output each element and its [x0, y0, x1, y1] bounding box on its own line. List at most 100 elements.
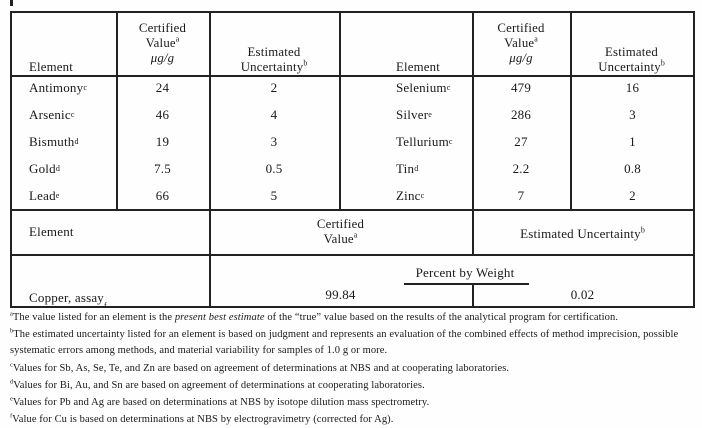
certified-value: 479	[510, 80, 532, 96]
certified-value: 2.2	[512, 160, 530, 176]
table-row: Gold d 7.5 0.5	[12, 155, 339, 182]
table-row: Bismuth d 19 3	[12, 129, 339, 156]
element-name: Bismuth d	[29, 133, 79, 149]
table-row: Tellurium c 27 1	[339, 129, 695, 156]
footnote-b: bThe estimated uncertainty listed for an…	[10, 327, 679, 356]
footnote-italic-phrase: present best estimate	[174, 312, 265, 323]
table-row: Tin d 2.2 0.8	[339, 155, 695, 182]
footnote-c: cValues for Sb, As, Se, Te, and Zn are b…	[10, 361, 510, 374]
footnote-ref: a	[534, 34, 538, 44]
column-divider	[116, 13, 118, 209]
uncertainty-value: 2	[629, 187, 636, 203]
assay-uncertainty: 0.02	[570, 286, 595, 302]
uncertainty-value: 4	[270, 107, 278, 123]
percent-by-weight-header: Percent by Weight	[415, 265, 515, 280]
table-row: Lead e 66 5	[12, 182, 339, 209]
footnote-letter: f	[10, 412, 13, 420]
header-line: Valuea	[323, 230, 358, 246]
header-element-right: Element	[339, 13, 529, 81]
footnote-d: dValues for Bi, Au, and Sn are based on …	[10, 378, 425, 391]
header-element-left: Element	[12, 13, 133, 81]
assay-header-uncertainty: Estimated Uncertaintyb	[520, 225, 645, 241]
table-row: Silver e 286 3	[339, 102, 695, 129]
uncertainty-value: 5	[270, 187, 278, 203]
uncertainty-value: 0.8	[624, 160, 641, 176]
column-divider	[209, 13, 211, 306]
right-element-rows: Selenium c 479 16 Silver e 286 3 Tellurium…	[339, 75, 695, 209]
element-name: Tin d	[396, 160, 419, 176]
column-divider	[472, 13, 474, 254]
element-name: Selenium c	[396, 80, 451, 96]
column-divider	[570, 13, 572, 209]
percent-by-weight-underline	[404, 283, 529, 285]
assay-row-label: Copper, assay f	[29, 290, 107, 310]
certified-value: 24	[155, 80, 170, 96]
header-line: Certified	[497, 21, 545, 35]
footnote-ref: b	[660, 58, 665, 68]
element-name: Silver e	[396, 107, 432, 123]
section-rule	[12, 209, 693, 211]
assay-header-certified: Certified Valuea	[209, 209, 472, 254]
footnote-ref: b	[303, 58, 308, 68]
footnote-letter: a	[10, 310, 13, 318]
uncertainty-value: 1	[629, 133, 636, 149]
footnote-letter: e	[10, 395, 13, 403]
certified-value: 7	[517, 187, 525, 203]
footnote-f: fValue for Cu is based on determinations…	[10, 412, 394, 425]
certified-value: 19	[155, 133, 170, 149]
header-line: Uncertaintyb	[598, 58, 665, 74]
header-label: Element	[29, 60, 74, 74]
uncertainty-value: 3	[629, 107, 636, 123]
scan-artifact-tick	[10, 0, 13, 6]
left-element-rows: Antimony c 24 2 Arsenic c 46 4 Bismuth d 19…	[12, 75, 339, 209]
certified-value: 27	[514, 133, 528, 149]
certified-value: 7.5	[154, 160, 171, 176]
element-name: Tellurium c	[396, 133, 453, 149]
footnote-letter: d	[10, 378, 14, 386]
header-certified-left: Certified Valuea μg/g	[116, 13, 209, 83]
header-line: Estimated	[247, 45, 301, 59]
header-line: Valuea	[504, 34, 538, 50]
certified-value: 286	[510, 107, 532, 123]
table-row: Selenium c 479 16	[339, 75, 695, 102]
column-divider	[339, 13, 341, 209]
footnotes: aThe value listed for an element is the …	[10, 310, 702, 428]
uncertainty-value: 0.5	[265, 160, 283, 176]
element-name: Arsenic c	[29, 107, 75, 123]
certified-value: 46	[155, 107, 170, 123]
header-uncertainty-left: Estimated Uncertaintyb	[209, 13, 339, 80]
unit-label: μg/g	[150, 51, 175, 65]
footnote-a: aThe value listed for an element is the …	[10, 310, 619, 323]
footnote-ref: b	[640, 225, 645, 235]
certified-value: 66	[155, 187, 170, 203]
footnote-ref: a	[175, 34, 180, 44]
element-name: Gold d	[29, 160, 60, 176]
assay-value: 99.84	[325, 286, 356, 302]
footnote-letter: b	[10, 327, 14, 335]
table-row: Arsenic c 46 4	[12, 102, 339, 129]
element-name: Lead e	[29, 187, 60, 203]
header-rule	[12, 75, 693, 77]
header-uncertainty-right: Estimated Uncertaintyb	[570, 13, 693, 80]
header-label: Element	[396, 60, 441, 74]
unit-label: μg/g	[509, 51, 533, 65]
uncertainty-value: 3	[270, 133, 278, 149]
header-line: Estimated	[605, 45, 658, 59]
header-line: Valuea	[145, 34, 180, 50]
header-line: Uncertaintyb	[240, 58, 308, 74]
header-line: Certified	[316, 216, 365, 231]
element-name: Antimony c	[29, 80, 87, 96]
assay-header-element: Element	[29, 223, 74, 239]
section-rule	[12, 254, 693, 256]
header-certified-right: Certified Valuea μg/g	[472, 13, 570, 83]
footnote-ref: a	[353, 230, 358, 240]
uncertainty-value: 16	[625, 80, 640, 96]
footnote-e: eValues for Pb and Ag are based on deter…	[10, 395, 430, 408]
table-row: Zinc c 7 2	[339, 182, 695, 209]
element-name: Zinc c	[396, 187, 425, 203]
column-divider	[472, 283, 474, 306]
header-line: Certified	[138, 21, 187, 35]
data-table: Element Certified Valuea μg/g Estimated …	[10, 11, 695, 310]
table-row: Antimony c 24 2	[12, 75, 339, 102]
